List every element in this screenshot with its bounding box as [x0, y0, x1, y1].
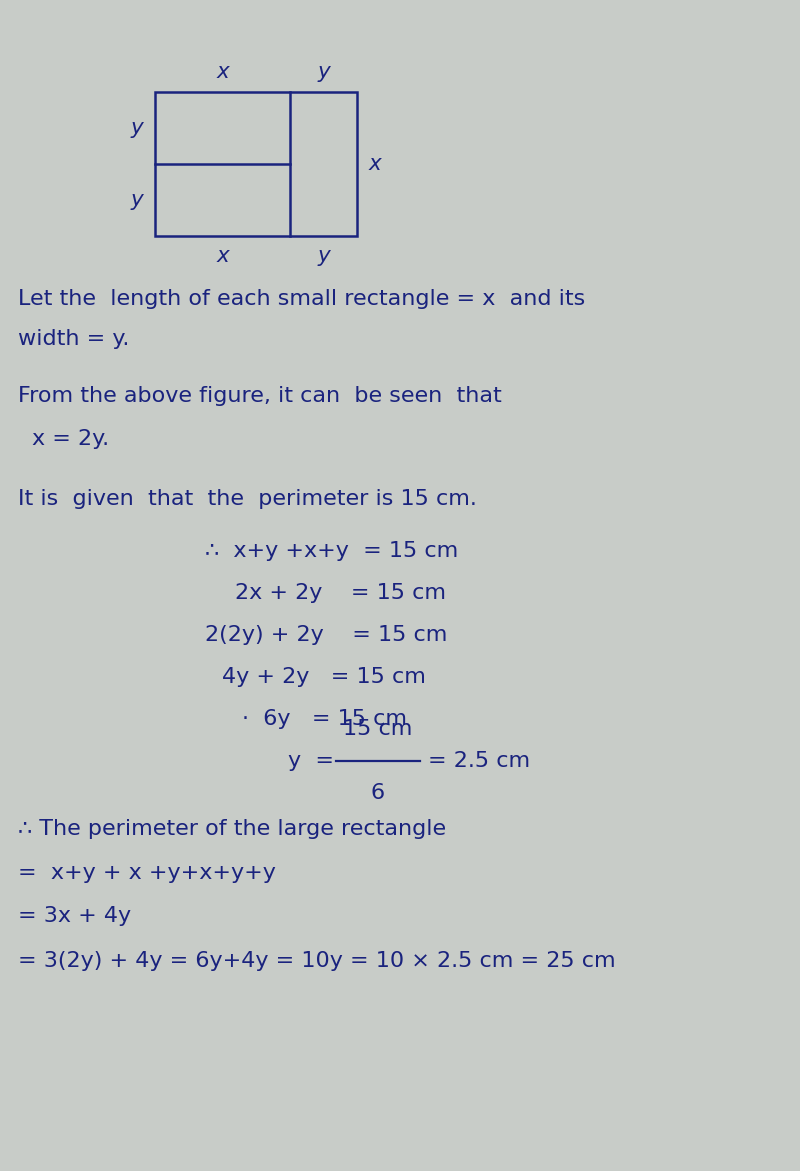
Text: 4y + 2y   = 15 cm: 4y + 2y = 15 cm — [222, 667, 426, 687]
Text: x: x — [369, 155, 382, 174]
Text: y: y — [317, 246, 330, 266]
Text: 15 cm: 15 cm — [343, 719, 413, 739]
Text: ∴  x+y +x+y  = 15 cm: ∴ x+y +x+y = 15 cm — [205, 541, 458, 561]
Text: 2x + 2y    = 15 cm: 2x + 2y = 15 cm — [235, 583, 446, 603]
Text: y: y — [317, 62, 330, 82]
Text: ∴ The perimeter of the large rectangle: ∴ The perimeter of the large rectangle — [18, 819, 446, 838]
Text: = 3x + 4y: = 3x + 4y — [18, 906, 131, 926]
Text: =  x+y + x +y+x+y+y: = x+y + x +y+x+y+y — [18, 863, 276, 883]
Bar — [155, 93, 357, 237]
Text: x: x — [216, 246, 229, 266]
Text: 6: 6 — [371, 783, 385, 803]
Text: y  =: y = — [288, 751, 341, 771]
Text: ·  6y   = 15 cm: · 6y = 15 cm — [242, 708, 407, 730]
Text: = 3(2y) + 4y = 6y+4y = 10y = 10 × 2.5 cm = 25 cm: = 3(2y) + 4y = 6y+4y = 10y = 10 × 2.5 cm… — [18, 951, 616, 971]
Text: 2(2y) + 2y    = 15 cm: 2(2y) + 2y = 15 cm — [205, 625, 447, 645]
Text: It is  given  that  the  perimeter is 15 cm.: It is given that the perimeter is 15 cm. — [18, 489, 477, 509]
Text: From the above figure, it can  be seen  that: From the above figure, it can be seen th… — [18, 386, 502, 406]
Text: x: x — [216, 62, 229, 82]
Text: width = y.: width = y. — [18, 329, 130, 349]
Text: Let the  length of each small rectangle = x  and its: Let the length of each small rectangle =… — [18, 289, 586, 309]
Text: x = 2y.: x = 2y. — [32, 429, 109, 448]
Text: y: y — [130, 190, 143, 210]
Text: y: y — [130, 118, 143, 138]
Text: = 2.5 cm: = 2.5 cm — [428, 751, 530, 771]
